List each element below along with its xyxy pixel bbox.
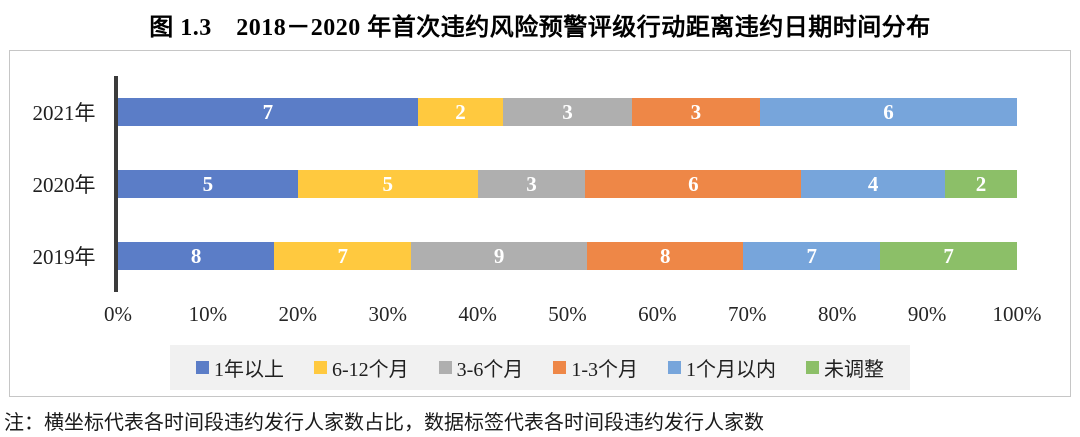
legend-label: 6-12个月 [331, 359, 409, 381]
x-axis-ticks: 0% 10% 20% 30% 40% 50% 60% 70% 80% 90% 100% [104, 302, 1042, 330]
bar-segment-1年以上: 8 [118, 242, 275, 270]
bar-segment-1个月以内: 7 [743, 242, 881, 270]
x-tick-label: 70% [728, 302, 767, 326]
x-tick-label: 60% [638, 302, 677, 326]
x-tick-label: 50% [548, 302, 587, 326]
legend-label: 1个月以内 [686, 359, 777, 381]
bar-segment-3-6个月: 3 [477, 170, 586, 198]
chart-area: 2021年 7 2 3 3 6 2020年 5 5 3 6 4 2 2019年 8 7 9 8 7 7 0% 10% 20… [9, 50, 1071, 397]
category-label: 2019年 [32, 245, 96, 269]
bar-segment-1-3个月: 8 [587, 242, 744, 270]
legend-swatch-icon [195, 361, 209, 374]
bar-row-2019年: 2019年 8 7 9 8 7 7 [10, 242, 1017, 270]
legend-label: 1年以上 [213, 359, 284, 381]
x-tick-label: 20% [278, 302, 318, 326]
bar-segment-1-3个月: 3 [631, 98, 761, 126]
bar-segment-1-3个月: 6 [585, 170, 802, 198]
y-axis-line [114, 76, 118, 292]
category-label: 2021年 [32, 101, 96, 125]
legend-swatch-icon [313, 361, 327, 374]
bar-segment-3-6个月: 9 [411, 242, 588, 270]
x-tick-label: 80% [817, 302, 857, 326]
x-tick-label: 90% [907, 302, 947, 326]
bar-segment-6-12个月: 2 [417, 98, 504, 126]
x-tick-label: 0% [104, 302, 132, 326]
legend-swatch-icon [668, 361, 682, 374]
legend-item-1-3个月: 1-3个月 [553, 353, 638, 382]
bar-segment-6-12个月: 7 [274, 242, 412, 270]
x-tick-label: 10% [188, 302, 228, 326]
legend-label: 1-3个月 [571, 359, 639, 381]
bar-segment-1个月以内: 4 [801, 170, 946, 198]
legend-swatch-icon [806, 361, 820, 374]
legend-label: 未调整 [824, 359, 885, 381]
legend-swatch-icon [438, 361, 452, 374]
x-tick-label: 100% [992, 302, 1042, 326]
bar-segment-1年以上: 7 [118, 98, 418, 126]
legend-swatch-icon [553, 361, 567, 374]
legend-item-未调整: 未调整 [806, 353, 884, 382]
legend-label: 3-6个月 [456, 359, 524, 381]
legend-item-1年以上: 1年以上 [195, 353, 284, 382]
chart-title: 图 1.3 2018－2020 年首次违约风险预警评级行动距离违约日期时间分布 [149, 15, 931, 41]
x-tick-label: 40% [458, 302, 497, 326]
bar-segment-未调整: 2 [945, 170, 1017, 198]
bar-segment-未调整: 7 [880, 242, 1017, 270]
legend: 1年以上 6-12个月 3-6个月 1-3个月 1个月以内 未调整 [169, 345, 911, 390]
legend-item-3-6个月: 3-6个月 [438, 353, 524, 382]
bar-segment-3-6个月: 3 [503, 98, 632, 126]
bar-segment-1年以上: 5 [118, 170, 298, 198]
x-tick-label: 30% [368, 302, 407, 326]
bar-segment-6-12个月: 5 [297, 170, 478, 198]
legend-item-1个月以内: 1个月以内 [668, 353, 776, 382]
footnote: 注：横坐标代表各时间段违约发行人家数占比，数据标签代表各时间段违约发行人家数 [4, 412, 764, 434]
legend-item-6-12个月: 6-12个月 [313, 353, 409, 382]
bar-segment-1个月以内: 6 [760, 98, 1017, 126]
category-label: 2020年 [32, 173, 96, 197]
bar-row-2020年: 2020年 5 5 3 6 4 2 [10, 170, 1017, 198]
bar-row-2021年: 2021年 7 2 3 3 6 [10, 98, 1017, 126]
